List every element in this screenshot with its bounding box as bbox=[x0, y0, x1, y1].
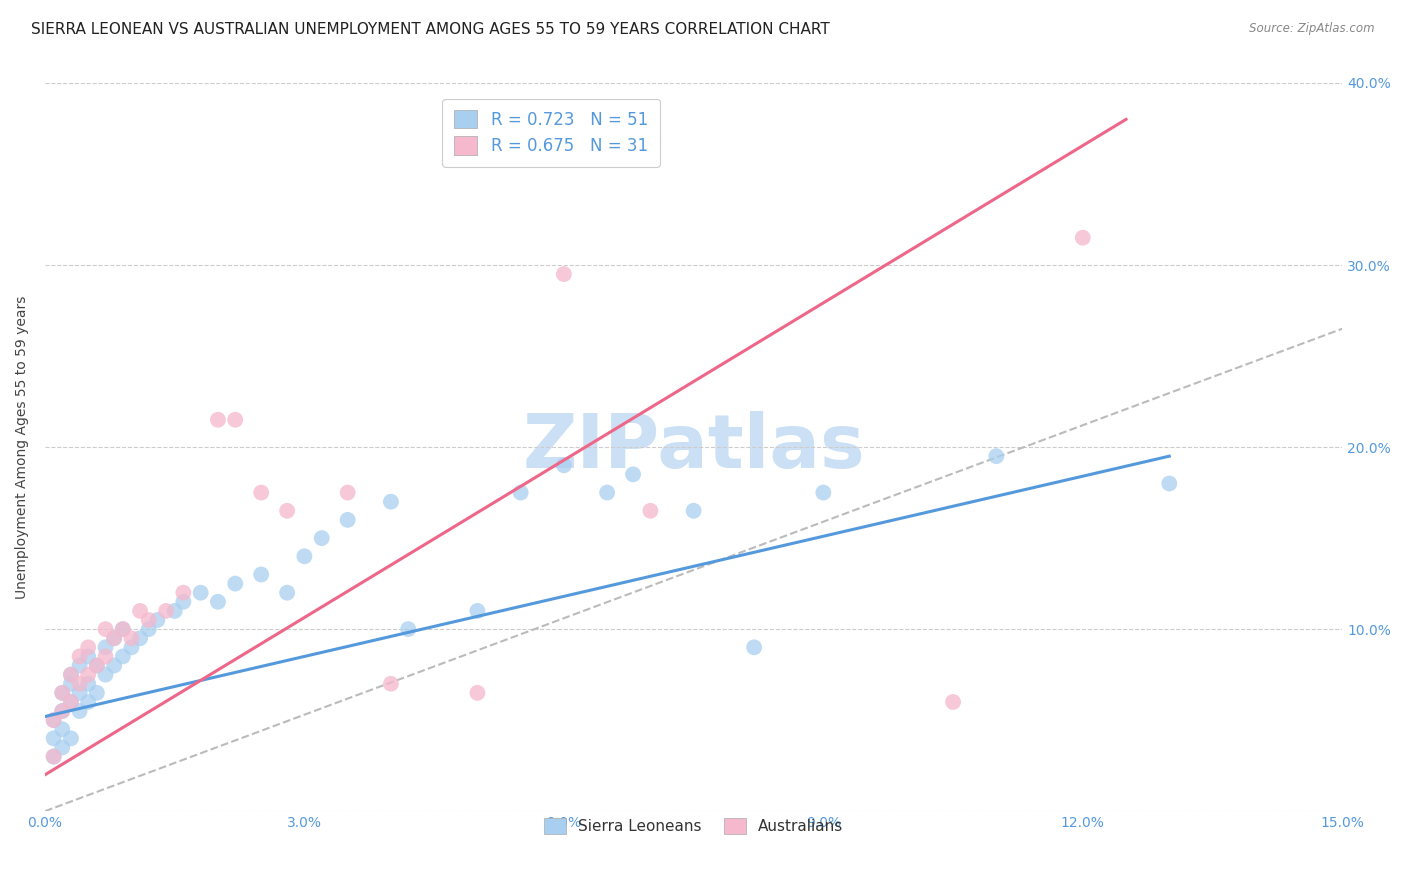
Point bbox=[111, 622, 134, 636]
Point bbox=[172, 585, 194, 599]
Point bbox=[129, 604, 152, 618]
Point bbox=[94, 649, 117, 664]
Point bbox=[138, 613, 160, 627]
Point bbox=[138, 622, 160, 636]
Point bbox=[77, 695, 100, 709]
Point bbox=[69, 658, 91, 673]
Point bbox=[396, 622, 419, 636]
Point bbox=[42, 731, 65, 746]
Point bbox=[94, 622, 117, 636]
Point bbox=[69, 649, 91, 664]
Point bbox=[172, 595, 194, 609]
Point bbox=[146, 613, 169, 627]
Point bbox=[51, 723, 73, 737]
Point bbox=[224, 576, 246, 591]
Point bbox=[42, 749, 65, 764]
Point bbox=[77, 677, 100, 691]
Point bbox=[1071, 230, 1094, 244]
Point bbox=[621, 467, 644, 482]
Text: Source: ZipAtlas.com: Source: ZipAtlas.com bbox=[1250, 22, 1375, 36]
Point bbox=[336, 485, 359, 500]
Point bbox=[42, 713, 65, 727]
Point bbox=[311, 531, 333, 545]
Point bbox=[207, 595, 229, 609]
Point bbox=[467, 686, 489, 700]
Point bbox=[207, 413, 229, 427]
Point bbox=[51, 704, 73, 718]
Point bbox=[553, 458, 575, 473]
Point bbox=[69, 686, 91, 700]
Point bbox=[553, 267, 575, 281]
Point bbox=[59, 667, 82, 681]
Point bbox=[467, 604, 489, 618]
Point bbox=[640, 504, 662, 518]
Point bbox=[42, 749, 65, 764]
Point bbox=[42, 713, 65, 727]
Point bbox=[163, 604, 186, 618]
Point bbox=[103, 631, 125, 645]
Point bbox=[942, 695, 965, 709]
Legend: Sierra Leoneans, Australians: Sierra Leoneans, Australians bbox=[536, 809, 852, 844]
Point bbox=[59, 667, 82, 681]
Point bbox=[111, 622, 134, 636]
Point bbox=[59, 677, 82, 691]
Point bbox=[682, 504, 704, 518]
Point bbox=[103, 658, 125, 673]
Point bbox=[250, 567, 273, 582]
Point bbox=[986, 449, 1008, 463]
Point bbox=[59, 695, 82, 709]
Point bbox=[77, 667, 100, 681]
Point bbox=[276, 585, 298, 599]
Point bbox=[51, 740, 73, 755]
Point bbox=[69, 704, 91, 718]
Point bbox=[380, 677, 402, 691]
Y-axis label: Unemployment Among Ages 55 to 59 years: Unemployment Among Ages 55 to 59 years bbox=[15, 295, 30, 599]
Point bbox=[111, 649, 134, 664]
Point bbox=[77, 640, 100, 655]
Point bbox=[813, 485, 835, 500]
Point bbox=[155, 604, 177, 618]
Point bbox=[51, 686, 73, 700]
Point bbox=[224, 413, 246, 427]
Text: SIERRA LEONEAN VS AUSTRALIAN UNEMPLOYMENT AMONG AGES 55 TO 59 YEARS CORRELATION : SIERRA LEONEAN VS AUSTRALIAN UNEMPLOYMEN… bbox=[31, 22, 830, 37]
Point bbox=[86, 658, 108, 673]
Point bbox=[509, 485, 531, 500]
Point bbox=[69, 677, 91, 691]
Point bbox=[129, 631, 152, 645]
Point bbox=[380, 494, 402, 508]
Point bbox=[120, 631, 142, 645]
Point bbox=[51, 686, 73, 700]
Point bbox=[86, 686, 108, 700]
Point bbox=[294, 549, 316, 564]
Point bbox=[336, 513, 359, 527]
Point bbox=[120, 640, 142, 655]
Point bbox=[1159, 476, 1181, 491]
Point bbox=[250, 485, 273, 500]
Point bbox=[59, 695, 82, 709]
Point bbox=[742, 640, 765, 655]
Point bbox=[77, 649, 100, 664]
Point bbox=[86, 658, 108, 673]
Point bbox=[190, 585, 212, 599]
Point bbox=[94, 640, 117, 655]
Point bbox=[103, 631, 125, 645]
Point bbox=[51, 704, 73, 718]
Point bbox=[596, 485, 619, 500]
Point bbox=[276, 504, 298, 518]
Point bbox=[94, 667, 117, 681]
Point bbox=[59, 731, 82, 746]
Text: ZIPatlas: ZIPatlas bbox=[522, 410, 865, 483]
